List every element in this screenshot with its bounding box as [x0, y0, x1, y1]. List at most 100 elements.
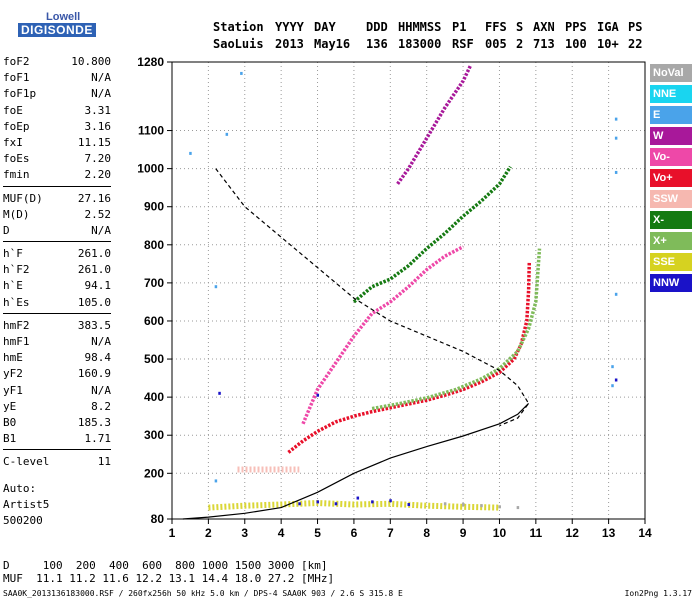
legend-item: Vo- [650, 148, 692, 166]
parameter-row: hmF1 N/A [3, 334, 111, 350]
parameter-value: 1.71 [84, 432, 112, 446]
data-point [480, 504, 483, 508]
header-label: AXN [533, 20, 555, 34]
parameter-row: foE 3.31 [3, 103, 111, 119]
x-tick-label: 12 [566, 526, 580, 540]
header-value: 100 [565, 37, 587, 51]
parameter-row: yF1 N/A [3, 383, 111, 399]
x-tick-label: 13 [602, 526, 616, 540]
header-value: 2013 [275, 37, 304, 51]
parameter-value: N/A [91, 335, 111, 348]
parameter-value: 27.16 [77, 191, 111, 205]
parameter-row: M(D) 2.52 [3, 207, 111, 223]
parameter-value: 383.5 [77, 318, 111, 332]
parameter-name: foF1 [3, 71, 30, 85]
data-point [298, 502, 301, 506]
echo-trace [352, 165, 512, 304]
legend-item: Vo+ [650, 169, 692, 187]
auto-program: Artist5 [3, 498, 50, 511]
software-version: Ion2Png 1.3.17 [624, 589, 692, 598]
plot-frame [171, 61, 646, 520]
parameter-name: foEp [3, 119, 30, 133]
data-point [389, 499, 392, 503]
data-point [334, 502, 338, 506]
parameter-name: hmE [3, 351, 23, 365]
parameter-value: 2.20 [84, 168, 112, 182]
parameter-row: h`E 94.1 [3, 278, 111, 294]
echo-trace [396, 65, 472, 185]
y-tick-label: 800 [144, 238, 164, 252]
data-point [614, 378, 618, 382]
logo-lowell-text: Lowell [46, 11, 81, 23]
header-label: IGA [597, 20, 619, 34]
file-info: SAA0K_2013136183000.RSF / 260fx256h 50 k… [3, 589, 403, 598]
parameter-row: D N/A [3, 223, 111, 239]
parameter-value: N/A [91, 71, 111, 85]
parameter-name: D [3, 223, 10, 237]
data-point [218, 391, 221, 395]
x-tick-label: 11 [530, 526, 543, 540]
parameter-value: N/A [91, 87, 111, 101]
y-tick-label: 1280 [137, 55, 164, 69]
data-point [516, 506, 520, 510]
y-tick-label: 300 [144, 428, 164, 442]
x-tick-label: 4 [278, 526, 285, 540]
parameter-value: N/A [91, 383, 111, 397]
y-tick-label: 80 [151, 512, 165, 526]
header-label: FFS [485, 20, 507, 34]
parameter-row: h`F2 261.0 [3, 262, 111, 278]
autoscaling-info: Auto: Artist5 500200 [3, 481, 49, 529]
parameter-name: hmF1 [3, 335, 30, 348]
parameter-row: yE 8.2 [3, 399, 111, 415]
parameter-row: MUF(D) 27.16 [3, 191, 111, 207]
data-point [614, 136, 618, 140]
header-value: 136 [366, 37, 388, 51]
parameter-name: h`Es [3, 295, 30, 309]
parameter-row: foEp 3.16 [3, 119, 111, 135]
data-point [356, 496, 360, 500]
parameter-row: B1 1.71 [3, 431, 111, 447]
data-point [316, 393, 320, 397]
parameter-row: C-level 11 [3, 454, 111, 470]
parameter-name: h`E [3, 279, 23, 293]
parameter-value: 3.31 [84, 103, 112, 117]
parameter-name: fmin [3, 168, 30, 182]
header-label: PS [628, 20, 643, 34]
x-tick-label: 8 [423, 526, 430, 540]
header-label: HHMMSS [398, 20, 442, 34]
y-tick-label: 900 [144, 200, 164, 214]
header-value: RSF [452, 37, 474, 51]
data-point [225, 132, 229, 136]
parameter-row: B0 185.3 [3, 415, 111, 431]
parameter-name: foF2 [3, 55, 30, 68]
parameter-name: foEs [3, 152, 30, 166]
y-tick-label: 600 [144, 314, 164, 328]
parameter-value: 98.4 [84, 351, 112, 365]
data-point [614, 170, 618, 174]
scaled-parameters-panel: foF2 10.800 foF1 N/A foF1p N/A foE 3.31 foEp 3.16… [3, 54, 111, 471]
echo-trace [287, 261, 532, 454]
legend-item: W [650, 127, 692, 145]
header-label: Station [213, 20, 264, 34]
parameter-separator [3, 185, 111, 191]
parameter-name: h`F2 [3, 263, 30, 277]
data-point [407, 503, 410, 507]
parameter-value: 10.800 [71, 55, 111, 68]
logo-digisonde-text: DIGISONDE [18, 23, 96, 37]
legend-item: NNW [650, 274, 692, 292]
data-point [462, 503, 465, 507]
echo-trace [371, 248, 542, 411]
header-value: 22 [628, 37, 643, 51]
parameter-row: hmE 98.4 [3, 350, 111, 366]
x-tick-label: 7 [387, 526, 394, 540]
parameter-separator [3, 449, 111, 454]
parameter-value: 185.3 [77, 415, 111, 429]
parameter-name: B1 [3, 432, 17, 446]
parameter-row: foF2 10.800 [3, 54, 111, 70]
legend-item: NoVal [650, 64, 692, 82]
parameter-name: B0 [3, 415, 17, 429]
data-point [240, 71, 243, 75]
x-tick-label: 10 [493, 526, 507, 540]
parameter-name: MUF(D) [3, 191, 43, 205]
